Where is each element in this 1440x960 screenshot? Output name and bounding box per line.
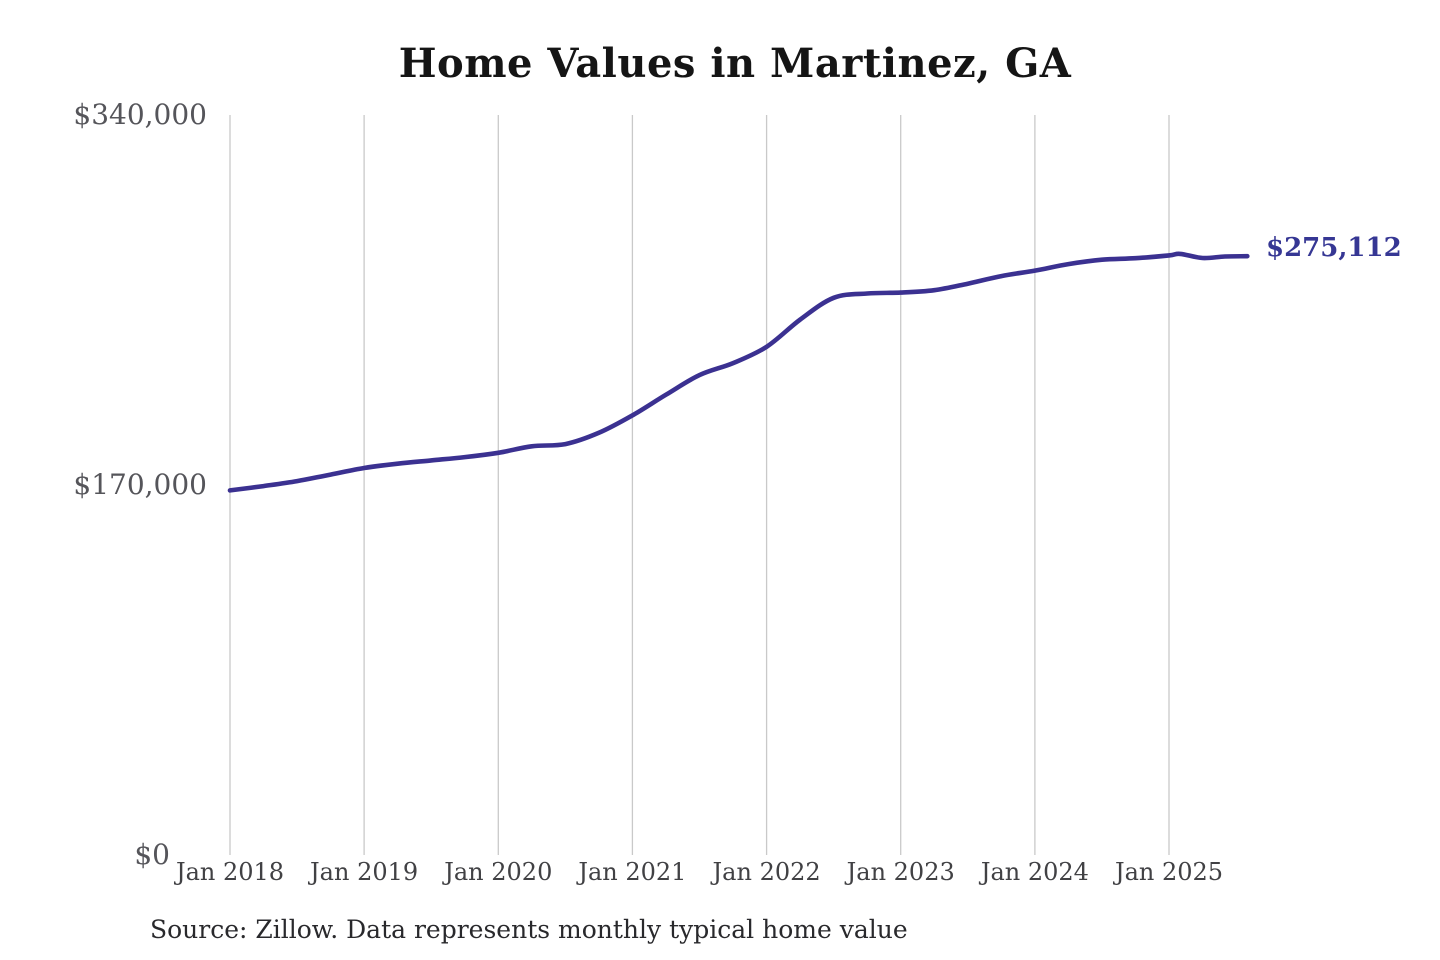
home-value-line <box>227 251 1250 493</box>
chart-title: Home Values in Martinez, GA <box>398 40 1072 87</box>
final-value-label: $275,112 <box>1266 233 1402 264</box>
y-axis-label-170000: $170,000 <box>73 468 207 501</box>
x-tick-label-jan-2025: Jan 2025 <box>1114 858 1224 886</box>
x-tick-label-jan-2019: Jan 2019 <box>310 858 419 886</box>
x-tick-label-jan-2024: Jan 2024 <box>980 858 1089 886</box>
y-axis-label-0: $0 <box>134 838 170 871</box>
y-axis-label-340000: $340,000 <box>73 98 207 131</box>
source-note: Source: Zillow. Data represents monthly … <box>150 915 908 944</box>
x-tick-label-jan-2023: Jan 2023 <box>846 858 955 886</box>
x-tick-label-jan-2020: Jan 2020 <box>444 858 553 886</box>
x-tick-label-jan-2021: Jan 2021 <box>578 858 687 886</box>
x-tick-label-jan-2022: Jan 2022 <box>712 858 821 886</box>
x-tick-label-jan-2018: Jan 2018 <box>175 858 285 886</box>
